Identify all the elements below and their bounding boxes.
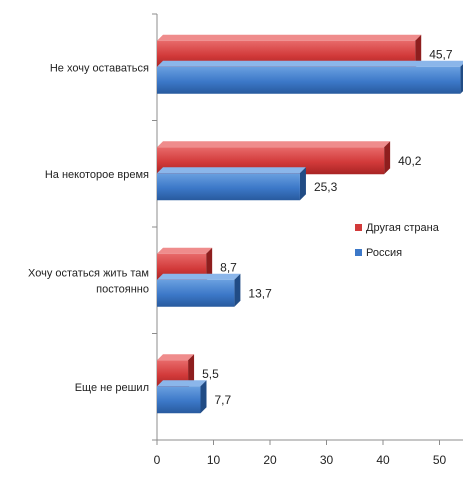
bar-side-face xyxy=(415,34,422,68)
bar-top-face xyxy=(157,247,213,254)
bar-side-face xyxy=(188,354,195,388)
bar-side-face xyxy=(234,273,241,307)
bars xyxy=(157,34,463,414)
x-tick-label: 0 xyxy=(154,453,161,467)
bar-top-face xyxy=(157,60,463,67)
bar xyxy=(157,173,300,201)
bar-top-face xyxy=(157,167,306,174)
data-label: 7,7 xyxy=(215,393,232,407)
data-label: 13,7 xyxy=(248,286,272,300)
bar-top-face xyxy=(157,380,207,387)
x-tick-label: 50 xyxy=(433,453,447,467)
legend-label: Россия xyxy=(366,247,402,259)
category-label: Хочу остаться жить там xyxy=(28,267,149,279)
data-label: 40,2 xyxy=(398,154,422,168)
bar-side-face xyxy=(384,141,391,175)
category-label: Еще не решил xyxy=(75,382,149,394)
bar-side-face xyxy=(299,167,306,201)
legend-label: Другая страна xyxy=(366,222,440,234)
legend-swatch xyxy=(355,224,362,231)
labels: Не хочу оставаться На некоторое время Хочу… xyxy=(28,47,453,407)
x-tick-label: 30 xyxy=(320,453,334,467)
data-label: 25,3 xyxy=(314,180,338,194)
bar-side-face xyxy=(200,380,207,414)
bar xyxy=(157,386,201,414)
category-label: Не хочу оставаться xyxy=(50,62,149,74)
bar-side-face xyxy=(206,247,213,281)
data-label: 8,7 xyxy=(220,260,237,274)
data-label: 5,5 xyxy=(202,367,219,381)
x-tick-label: 40 xyxy=(376,453,390,467)
bar-top-face xyxy=(157,34,422,41)
legend-swatch xyxy=(355,249,362,256)
x-tick-label: 20 xyxy=(263,453,277,467)
category-label: На некоторое время xyxy=(45,169,149,181)
category-label: постоянно xyxy=(96,283,149,295)
bar-top-face xyxy=(157,141,391,148)
bar xyxy=(157,279,235,307)
bar-top-face xyxy=(157,273,241,280)
bar-top-face xyxy=(157,354,195,361)
legend: Другая страна Россия xyxy=(355,222,440,259)
bar-side-face xyxy=(460,64,463,94)
x-tick-label: 10 xyxy=(207,453,221,467)
data-label: 45,7 xyxy=(429,47,453,61)
bar xyxy=(157,66,461,94)
